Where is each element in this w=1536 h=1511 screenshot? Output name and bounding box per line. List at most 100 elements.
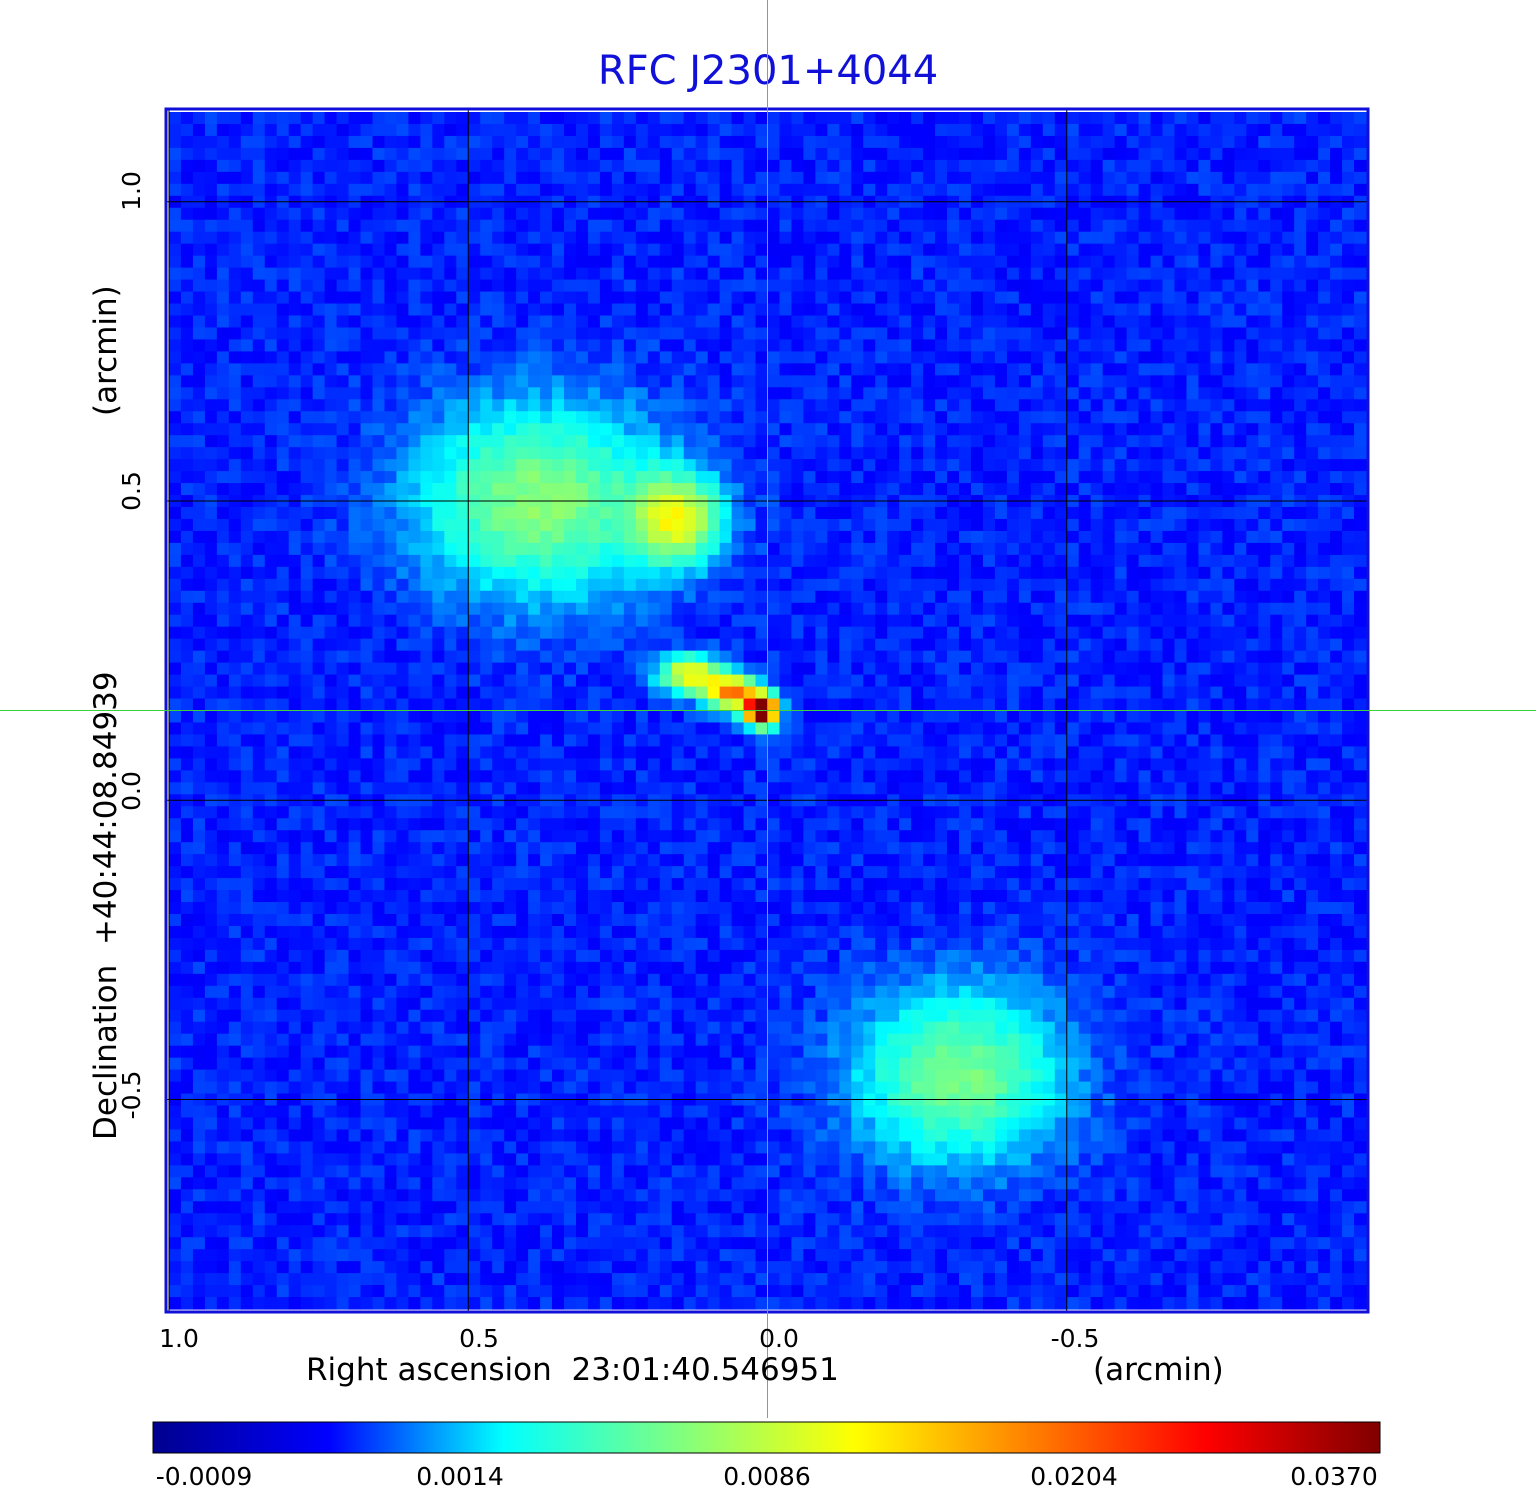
heatmap-cell (444, 219, 457, 233)
heatmap-cell (1030, 459, 1044, 472)
heatmap-cell (1294, 602, 1307, 616)
heatmap-cell (695, 686, 709, 700)
heatmap-cell (420, 542, 433, 556)
heatmap-cell (731, 554, 745, 568)
heatmap-cell (204, 423, 218, 436)
heatmap-cell (384, 447, 398, 460)
heatmap-cell (360, 411, 374, 424)
heatmap-cell (1222, 291, 1235, 305)
heatmap-cell (683, 578, 697, 592)
heatmap-cell (1186, 530, 1200, 544)
heatmap-cell (935, 650, 948, 664)
heatmap-cell (1282, 243, 1295, 257)
heatmap-cell (827, 423, 840, 436)
heatmap-cell (1150, 387, 1164, 400)
heatmap-cell (1270, 507, 1283, 520)
heatmap-cell (192, 566, 206, 580)
heatmap-cell (169, 255, 182, 269)
heatmap-cell (504, 411, 517, 424)
heatmap-cell (935, 590, 948, 604)
heatmap-cell (875, 159, 888, 173)
heatmap-cell (767, 159, 781, 173)
heatmap-cell (504, 447, 517, 460)
heatmap-cell (516, 674, 529, 688)
heatmap-cell (528, 183, 541, 197)
heatmap-cell (228, 614, 242, 628)
heatmap-cell (1342, 590, 1355, 604)
heatmap-cell (1330, 279, 1343, 293)
heatmap-cell (444, 399, 457, 412)
heatmap-cell (1054, 231, 1068, 245)
heatmap-cell (623, 459, 637, 472)
heatmap-cell (1042, 399, 1056, 412)
heatmap-cell (276, 686, 290, 700)
heatmap-cell (863, 614, 876, 628)
heatmap-cell (947, 542, 960, 556)
heatmap-cell (671, 303, 685, 317)
heatmap-cell (216, 123, 230, 137)
heatmap-cell (204, 183, 218, 197)
heatmap-cell (1150, 327, 1164, 341)
heatmap-cell (899, 315, 912, 329)
heatmap-cell (647, 219, 661, 233)
heatmap-cell (1126, 267, 1140, 281)
heatmap-cell (755, 447, 769, 460)
heatmap-cell (456, 243, 469, 257)
heatmap-cell (480, 518, 493, 532)
heatmap-cell (994, 339, 1008, 352)
heatmap-cell (707, 315, 721, 329)
heatmap-cell (492, 135, 505, 149)
heatmap-cell (1006, 159, 1020, 173)
heatmap-cell (204, 255, 218, 269)
heatmap-cell (1258, 267, 1271, 281)
heatmap-cell (1318, 686, 1331, 700)
heatmap-cell (1174, 566, 1188, 580)
heatmap-cell (300, 147, 314, 161)
heatmap-cell (994, 183, 1008, 197)
heatmap-cell (1090, 518, 1104, 532)
heatmap-cell (1222, 530, 1235, 544)
heatmap-cell (743, 698, 757, 712)
heatmap-cell (456, 363, 469, 376)
heatmap-cell (671, 435, 685, 448)
heatmap-cell (1222, 159, 1235, 173)
heatmap-cell (480, 530, 493, 544)
heatmap-cell (1246, 183, 1259, 197)
heatmap-cell (456, 602, 469, 616)
heatmap-cell (803, 590, 816, 604)
heatmap-cell (839, 159, 852, 173)
heatmap-cell (276, 231, 290, 245)
heatmap-cell (970, 518, 984, 532)
heatmap-cell (1066, 626, 1080, 640)
heatmap-cell (240, 135, 254, 149)
heatmap-cell (647, 674, 661, 688)
heatmap-cell (1186, 602, 1200, 616)
heatmap-cell (1042, 363, 1056, 376)
heatmap-cell (671, 375, 685, 388)
heatmap-cell (623, 602, 637, 616)
heatmap-cell (336, 147, 350, 161)
heatmap-cell (1234, 315, 1247, 329)
heatmap-cell (1306, 123, 1319, 137)
heatmap-cell (767, 303, 781, 317)
heatmap-cell (1222, 602, 1235, 616)
heatmap-cell (671, 674, 685, 688)
heatmap-cell (360, 650, 374, 664)
heatmap-cell (851, 614, 864, 628)
heatmap-cell (276, 291, 290, 305)
heatmap-cell (348, 483, 362, 496)
heatmap-cell (647, 507, 661, 520)
heatmap-cell (970, 698, 984, 712)
heatmap-cell (276, 112, 290, 125)
heatmap-cell (647, 339, 661, 352)
heatmap-cell (468, 363, 481, 376)
heatmap-cell (1222, 698, 1235, 712)
heatmap-cell (1114, 351, 1128, 364)
heatmap-cell (264, 650, 278, 664)
heatmap-cell (1342, 530, 1355, 544)
heatmap-cell (635, 674, 649, 688)
heatmap-cell (947, 291, 960, 305)
heatmap-cell (587, 435, 601, 448)
heatmap-cell (1018, 327, 1032, 341)
heatmap-cell (815, 219, 828, 233)
